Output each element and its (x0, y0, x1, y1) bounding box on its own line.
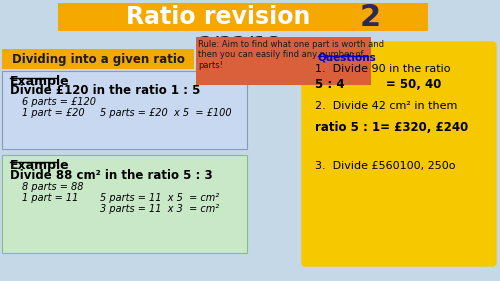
Text: 2/22/18: 2/22/18 (199, 35, 281, 53)
Text: 6 parts = £120: 6 parts = £120 (22, 97, 96, 107)
Text: 3.  Divide £560100, 250o: 3. Divide £560100, 250o (315, 161, 456, 171)
FancyBboxPatch shape (2, 155, 247, 253)
Text: 1.  Divide 90 in the ratio: 1. Divide 90 in the ratio (315, 64, 450, 74)
Text: Dividing into a given ratio: Dividing into a given ratio (12, 53, 184, 65)
Text: Example: Example (10, 75, 70, 88)
Text: Example: Example (10, 159, 70, 172)
Text: 8 parts = 88: 8 parts = 88 (22, 182, 84, 192)
Text: 2: 2 (360, 3, 380, 31)
Text: Divide 88 cm² in the ratio 5 : 3: Divide 88 cm² in the ratio 5 : 3 (10, 169, 212, 182)
Text: Questions: Questions (318, 53, 377, 63)
Text: Ratio revision: Ratio revision (126, 5, 310, 29)
FancyBboxPatch shape (2, 71, 247, 149)
FancyBboxPatch shape (302, 42, 496, 266)
Text: 1 part = 11: 1 part = 11 (22, 193, 78, 203)
Text: 5 parts = 11  x 5  = cm²: 5 parts = 11 x 5 = cm² (100, 193, 219, 203)
FancyBboxPatch shape (196, 37, 371, 85)
Text: 3 parts = 11  x 3  = cm²: 3 parts = 11 x 3 = cm² (100, 204, 219, 214)
Text: 2.  Divide 42 cm² in them: 2. Divide 42 cm² in them (315, 101, 458, 111)
Text: 5 : 4          = 50, 40: 5 : 4 = 50, 40 (315, 78, 442, 91)
FancyBboxPatch shape (2, 49, 194, 69)
Text: 5 parts = £20  x 5  = £100: 5 parts = £20 x 5 = £100 (100, 108, 232, 118)
Text: Rule: Aim to find what one part is worth and
then you can easily find any number: Rule: Aim to find what one part is worth… (198, 40, 384, 70)
FancyBboxPatch shape (58, 3, 428, 31)
Text: ratio 5 : 1= £320, £240: ratio 5 : 1= £320, £240 (315, 121, 468, 134)
Text: 1 part = £20: 1 part = £20 (22, 108, 84, 118)
Text: Divide £120 in the ratio 1 : 5: Divide £120 in the ratio 1 : 5 (10, 84, 200, 97)
